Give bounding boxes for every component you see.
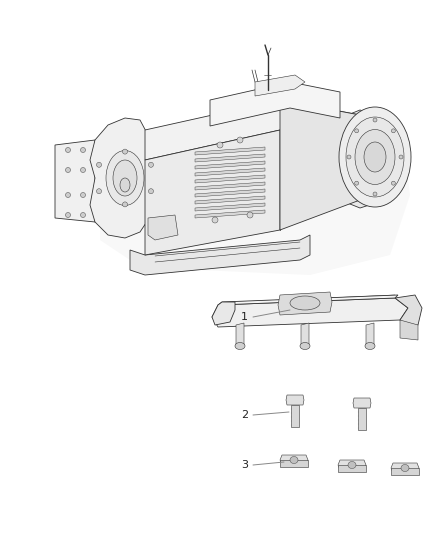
Polygon shape xyxy=(358,408,366,430)
Ellipse shape xyxy=(290,296,320,310)
Polygon shape xyxy=(195,161,265,169)
Polygon shape xyxy=(391,463,419,473)
Polygon shape xyxy=(395,295,422,328)
Ellipse shape xyxy=(123,149,127,154)
Ellipse shape xyxy=(373,192,377,196)
Polygon shape xyxy=(195,182,265,190)
Ellipse shape xyxy=(355,181,359,185)
Polygon shape xyxy=(100,105,410,275)
Polygon shape xyxy=(55,140,95,222)
Ellipse shape xyxy=(300,343,310,350)
Ellipse shape xyxy=(113,160,137,196)
Polygon shape xyxy=(145,130,280,255)
Ellipse shape xyxy=(347,155,351,159)
Polygon shape xyxy=(195,154,265,162)
Polygon shape xyxy=(145,100,360,160)
Polygon shape xyxy=(353,398,371,408)
Ellipse shape xyxy=(66,213,71,217)
Polygon shape xyxy=(210,82,340,126)
Ellipse shape xyxy=(399,155,403,159)
Polygon shape xyxy=(340,110,385,208)
Ellipse shape xyxy=(355,130,395,184)
Polygon shape xyxy=(366,323,374,347)
Polygon shape xyxy=(195,168,265,176)
Polygon shape xyxy=(391,468,419,475)
Polygon shape xyxy=(130,235,310,275)
Text: 3: 3 xyxy=(241,460,248,470)
Polygon shape xyxy=(195,210,265,218)
Polygon shape xyxy=(400,320,418,340)
Ellipse shape xyxy=(81,148,85,152)
Polygon shape xyxy=(212,298,408,327)
Ellipse shape xyxy=(290,456,298,464)
Ellipse shape xyxy=(217,142,223,148)
Text: 1: 1 xyxy=(241,312,248,322)
Ellipse shape xyxy=(339,107,411,207)
Polygon shape xyxy=(212,302,235,325)
Polygon shape xyxy=(291,405,299,427)
Ellipse shape xyxy=(365,343,375,350)
Ellipse shape xyxy=(346,117,404,197)
Polygon shape xyxy=(338,465,366,472)
Polygon shape xyxy=(195,203,265,211)
Ellipse shape xyxy=(364,142,386,172)
Ellipse shape xyxy=(148,163,153,167)
Ellipse shape xyxy=(96,163,102,167)
Polygon shape xyxy=(301,323,309,347)
Polygon shape xyxy=(148,215,178,240)
Ellipse shape xyxy=(81,213,85,217)
Ellipse shape xyxy=(373,118,377,122)
Polygon shape xyxy=(286,395,304,405)
Ellipse shape xyxy=(120,178,130,192)
Ellipse shape xyxy=(81,192,85,198)
Polygon shape xyxy=(218,295,398,305)
Ellipse shape xyxy=(81,167,85,173)
Ellipse shape xyxy=(123,202,127,207)
Ellipse shape xyxy=(348,462,356,469)
Ellipse shape xyxy=(247,212,253,218)
Ellipse shape xyxy=(106,150,144,206)
Polygon shape xyxy=(195,196,265,204)
Ellipse shape xyxy=(148,189,153,193)
Ellipse shape xyxy=(66,148,71,152)
Ellipse shape xyxy=(237,137,243,143)
Polygon shape xyxy=(278,292,332,315)
Ellipse shape xyxy=(235,343,245,350)
Ellipse shape xyxy=(212,217,218,223)
Polygon shape xyxy=(236,323,244,347)
Polygon shape xyxy=(280,455,308,465)
Ellipse shape xyxy=(392,129,396,133)
Polygon shape xyxy=(195,189,265,197)
Text: 2: 2 xyxy=(241,410,248,420)
Ellipse shape xyxy=(66,167,71,173)
Polygon shape xyxy=(280,460,308,467)
Polygon shape xyxy=(90,118,148,238)
Ellipse shape xyxy=(66,192,71,198)
Ellipse shape xyxy=(355,129,359,133)
Ellipse shape xyxy=(401,464,409,472)
Polygon shape xyxy=(280,100,360,230)
Ellipse shape xyxy=(392,181,396,185)
Polygon shape xyxy=(338,460,366,470)
Polygon shape xyxy=(195,175,265,183)
Polygon shape xyxy=(255,75,305,96)
Polygon shape xyxy=(195,147,265,155)
Ellipse shape xyxy=(96,189,102,193)
